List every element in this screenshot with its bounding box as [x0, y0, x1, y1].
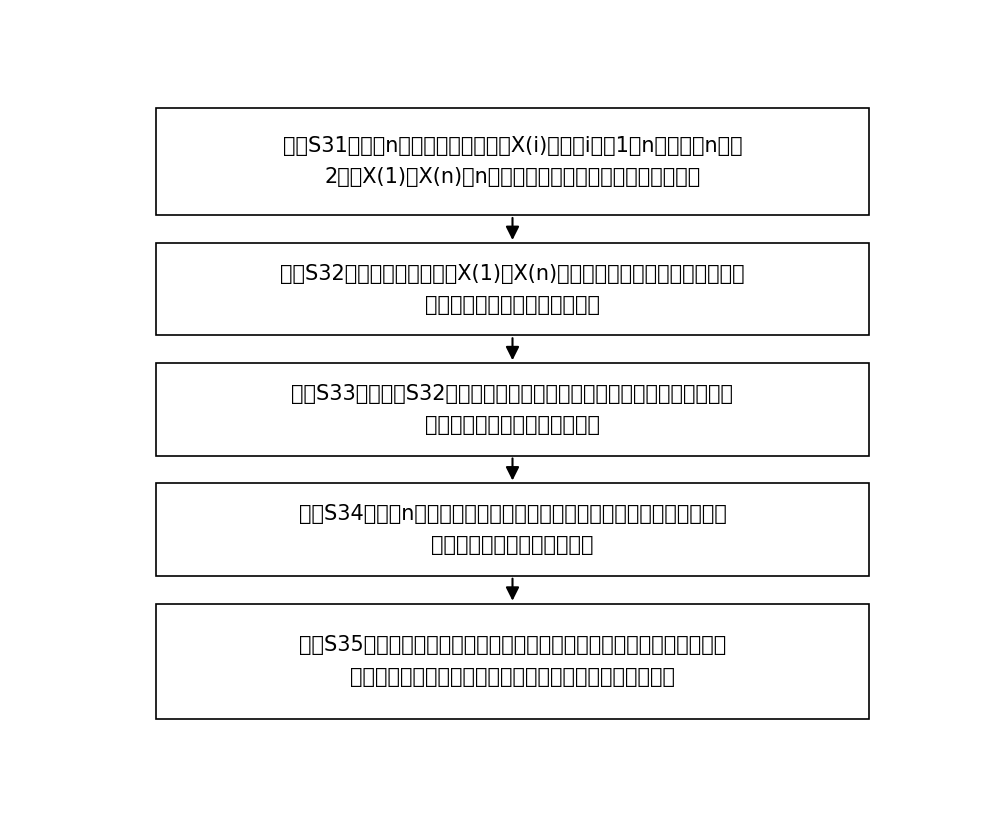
Text: 步骤S35、对去除光功率电平量化的最大值和光功率电平量化的最小值之后
的光功率电平量化值的和求平均得到光功率电平量化平均值: 步骤S35、对去除光功率电平量化的最大值和光功率电平量化的最小值之后 的光功率电… — [299, 636, 726, 686]
FancyBboxPatch shape — [156, 243, 869, 335]
Text: 步骤S34、求取n个光功率电平量化值的和，并去除光功率电平量化的最大
值和光功率电平量化的最小值: 步骤S34、求取n个光功率电平量化值的和，并去除光功率电平量化的最大 值和光功率… — [299, 504, 726, 555]
FancyBboxPatch shape — [156, 363, 869, 456]
Text: 步骤S32、在一维数组中，从X(1)到X(n)逐个比较光功率电平量化值，并按
照由大到小顺序排列成有序序列: 步骤S32、在一维数组中，从X(1)到X(n)逐个比较光功率电平量化值，并按 照… — [280, 263, 745, 315]
FancyBboxPatch shape — [156, 604, 869, 718]
Text: 步骤S31、采集n个光功率电平量化值X(i)，其中i为从1到n的整数，n大于
2，从X(1)到X(n)的n个光功率电平量化值存放在一维数组中: 步骤S31、采集n个光功率电平量化值X(i)，其中i为从1到n的整数，n大于 2… — [283, 136, 742, 187]
FancyBboxPatch shape — [156, 483, 869, 576]
Text: 步骤S33、从步骤S32的有序序列中，找到光功率电平量化值的最大值，和
找到光功率电平量化值的最小值: 步骤S33、从步骤S32的有序序列中，找到光功率电平量化值的最大值，和 找到光功… — [292, 384, 734, 435]
FancyBboxPatch shape — [156, 108, 869, 215]
